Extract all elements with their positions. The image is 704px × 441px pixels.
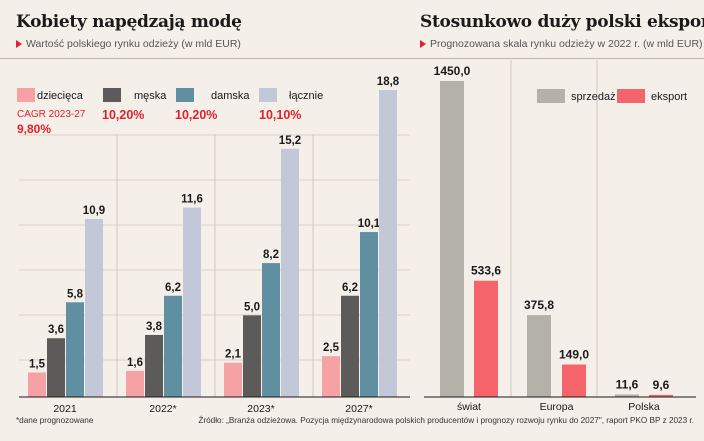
legend-swatch-łącznie [259,88,277,102]
x-tick-label: 2021 [53,403,77,415]
data-label: 11,6 [616,377,639,391]
legend-swatch-dziecięca [17,88,35,102]
bar-męska-2023* [243,315,261,397]
data-label: 9,6 [653,378,670,392]
right-chart-subtitle: Prognozowana skala rynku odzieży w 2022 … [420,38,703,50]
bar-sprzedaż-Europa [527,315,551,397]
bar-damska-2023* [262,263,280,397]
data-label: 10,9 [83,205,105,217]
bar-łącznie-2027* [379,90,397,397]
bar-sprzedaż-Polska [615,394,639,397]
right-chart-title: Stosunkowo duży polski eksport [420,12,704,32]
cagr-value: 10,20% [102,108,144,122]
data-label: 10,1 [358,218,381,230]
triangle-icon [16,39,22,48]
bar-łącznie-2022* [183,207,201,397]
header-separator [0,58,704,59]
bar-damska-2022* [164,295,182,397]
data-label: 2,5 [323,342,340,354]
data-label: 2,1 [225,349,242,361]
data-label: 149,0 [559,348,589,362]
cagr-value: 10,10% [259,108,301,122]
bar-damska-2027* [360,232,378,397]
data-label: 18,8 [377,76,400,88]
bar-dziecięca-2022* [126,370,144,397]
x-tick-label: Europa [540,401,574,413]
bar-eksport-Europa [562,364,586,397]
left-chart-subtitle-text: Wartość polskiego rynku odzieży (w mld E… [26,38,241,50]
bar-sprzedaż-świat [440,81,464,397]
data-label: 1450,0 [434,64,471,78]
bar-eksport-Polska [649,394,673,397]
legend-label: męska [134,90,167,102]
legend-label: eksport [651,91,687,103]
data-label: 1,6 [127,357,143,369]
data-label: 5,8 [67,288,84,300]
bar-męska-2022* [145,334,163,397]
bar-męska-2027* [341,295,359,397]
legend-label: sprzedaż [571,91,616,103]
data-label: 8,2 [263,249,279,261]
x-tick-label: 2023* [247,403,274,415]
data-label: 3,6 [48,324,64,336]
data-label: 1,5 [29,359,46,371]
legend-label: łącznie [289,90,323,102]
data-label: 375,8 [524,298,554,312]
x-tick-label: 2022* [149,403,176,415]
data-label: 15,2 [279,135,301,147]
source-note: Źródło: „Branża odzieżowa. Pozycja międz… [198,416,694,425]
bar-eksport-świat [474,280,498,397]
bar-dziecięca-2021 [28,372,46,397]
data-label: 6,2 [342,282,358,294]
x-tick-label: świat [457,401,481,413]
bar-dziecięca-2027* [322,356,340,397]
x-tick-label: Polska [628,401,660,413]
bar-dziecięca-2023* [224,362,242,397]
legend-label: dziecięca [37,90,84,102]
legend-swatch-męska [103,88,121,102]
right-chart-subtitle-text: Prognozowana skala rynku odzieży w 2022 … [430,38,703,50]
legend-swatch-sprzedaż [537,89,565,103]
cagr-value: 9,80% [17,122,51,136]
legend-label: damska [211,90,250,102]
data-label: 11,6 [181,194,203,206]
bar-męska-2021 [47,338,65,397]
legend-swatch-damska [176,88,194,102]
data-label: 533,6 [471,264,501,278]
bar-łącznie-2021 [85,219,103,397]
left-chart-title: Kobiety napędzają modę [16,12,242,32]
cagr-value: 10,20% [175,108,217,122]
triangle-icon [420,39,426,48]
x-tick-label: 2027* [345,403,372,415]
data-label: 3,8 [146,321,163,333]
bar-damska-2021 [66,302,84,397]
data-label: 6,2 [165,282,181,294]
legend-swatch-eksport [617,89,645,103]
bar-łącznie-2023* [281,148,299,397]
footnote: *dane prognozowane [16,416,94,425]
left-chart-subtitle: Wartość polskiego rynku odzieży (w mld E… [16,38,241,50]
data-label: 5,0 [244,301,260,313]
cagr-label: CAGR 2023-27 [17,109,86,120]
